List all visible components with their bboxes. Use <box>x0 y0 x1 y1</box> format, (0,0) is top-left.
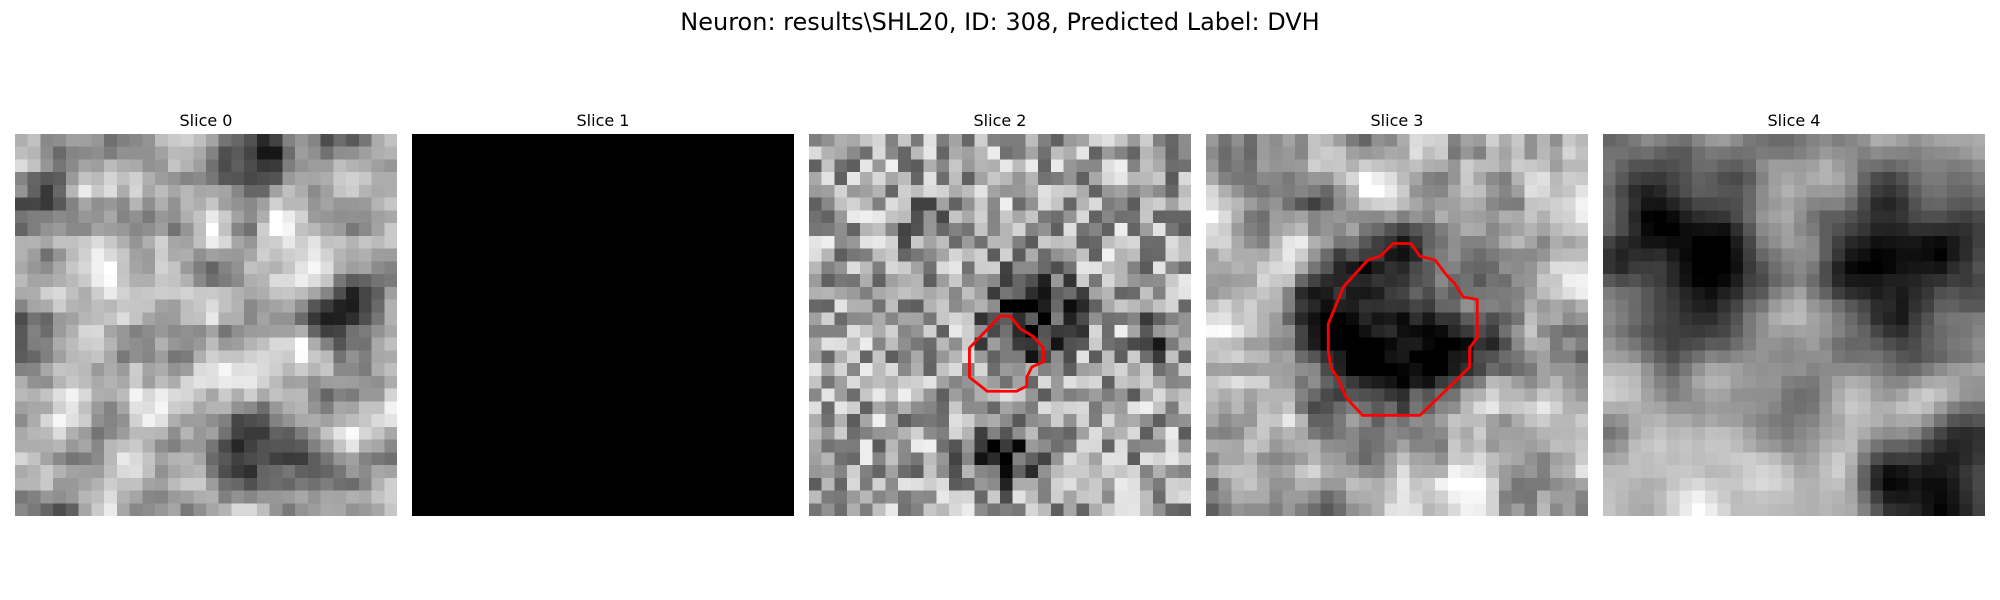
pixel-grid <box>15 134 397 516</box>
slice-panel-2: Slice 2 <box>809 110 1191 516</box>
slice-title-1: Slice 1 <box>576 111 630 130</box>
pixel-grid <box>1206 134 1588 516</box>
segmentation-contour <box>1326 242 1479 417</box>
pixel-grid <box>1603 134 1985 516</box>
slice-title-0: Slice 0 <box>179 111 233 130</box>
slice-image-2 <box>809 134 1191 516</box>
slice-image-4 <box>1603 134 1985 516</box>
slice-title-2: Slice 2 <box>973 111 1027 130</box>
segmentation-contour <box>968 314 1045 393</box>
slice-title-4: Slice 4 <box>1767 111 1821 130</box>
slice-panel-0: Slice 0 <box>15 110 397 516</box>
slice-panel-4: Slice 4 <box>1603 110 1985 516</box>
slice-image-0 <box>15 134 397 516</box>
slice-panel-1: Slice 1 <box>412 110 794 516</box>
pixel-grid <box>809 134 1191 516</box>
figure-title: Neuron: results\SHL20, ID: 308, Predicte… <box>680 8 1320 36</box>
slice-title-3: Slice 3 <box>1370 111 1424 130</box>
black-image-fill <box>412 134 794 516</box>
slice-image-3 <box>1206 134 1588 516</box>
slice-panel-3: Slice 3 <box>1206 110 1588 516</box>
slice-image-1 <box>412 134 794 516</box>
